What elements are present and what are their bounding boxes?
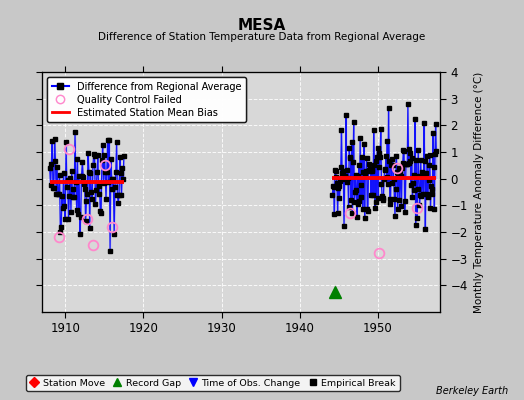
- Text: Berkeley Earth: Berkeley Earth: [436, 386, 508, 396]
- Y-axis label: Monthly Temperature Anomaly Difference (°C): Monthly Temperature Anomaly Difference (…: [474, 71, 484, 313]
- Legend: Difference from Regional Average, Quality Control Failed, Estimated Station Mean: Difference from Regional Average, Qualit…: [47, 77, 246, 122]
- Text: MESA: MESA: [238, 18, 286, 33]
- Text: Difference of Station Temperature Data from Regional Average: Difference of Station Temperature Data f…: [99, 32, 425, 42]
- Legend: Station Move, Record Gap, Time of Obs. Change, Empirical Break: Station Move, Record Gap, Time of Obs. C…: [26, 375, 400, 391]
